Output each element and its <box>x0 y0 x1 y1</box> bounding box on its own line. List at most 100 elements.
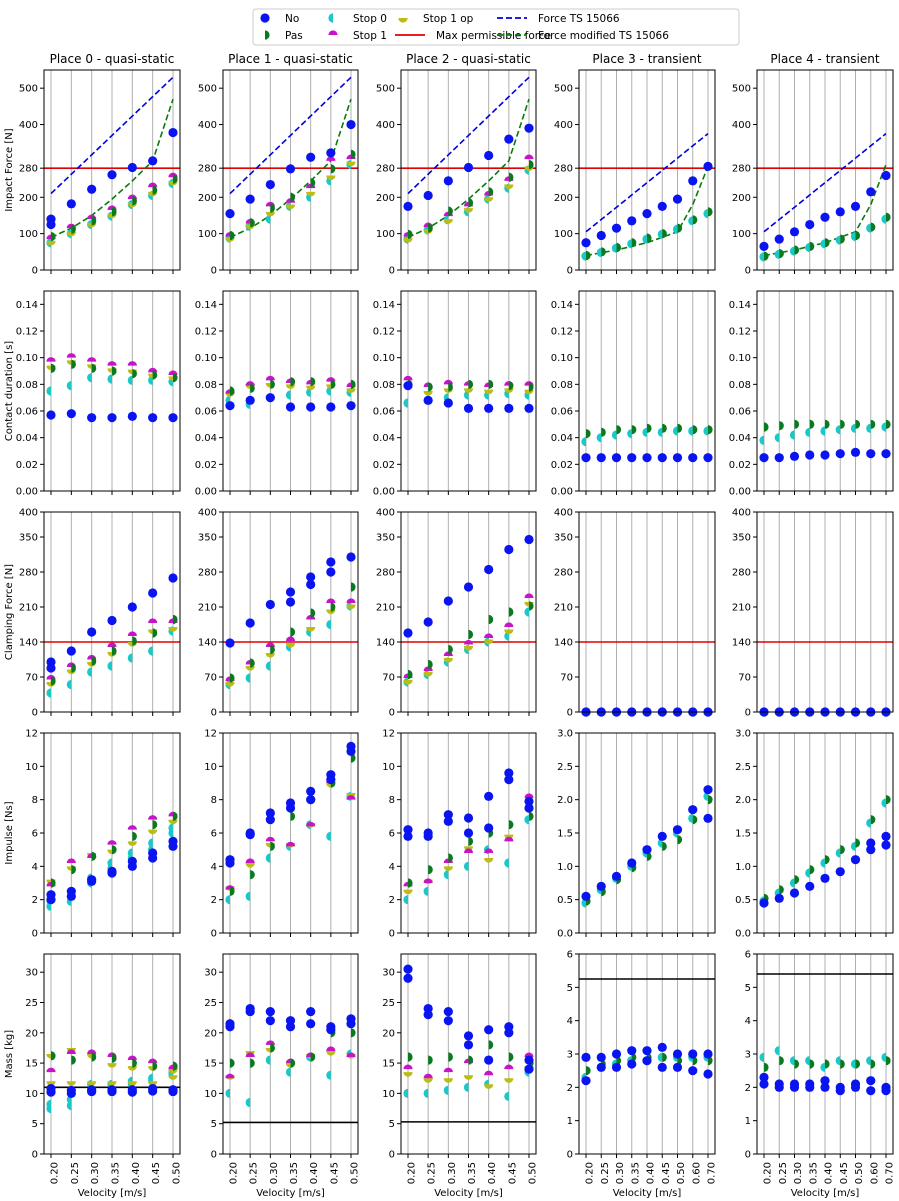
data-point <box>866 449 876 459</box>
data-point <box>881 422 886 432</box>
axes-frame <box>578 511 716 713</box>
y-tick-label: 12 <box>25 729 38 740</box>
data-point <box>611 871 622 881</box>
data-point <box>631 238 637 248</box>
y-tick-label: 0.12 <box>551 327 573 338</box>
data-point <box>66 646 76 656</box>
data-point <box>866 423 871 433</box>
data-point <box>789 451 800 461</box>
y-tick-label: 2.5 <box>735 762 751 773</box>
data-point <box>351 379 356 389</box>
data-point <box>611 243 617 253</box>
data-point <box>484 389 494 395</box>
data-point <box>820 1082 830 1092</box>
data-point <box>774 433 780 443</box>
y-tick-label: 0.02 <box>373 460 395 471</box>
impulse-place-1: 0 2 4 6 8 10 12 <box>204 729 359 940</box>
y-tick-label: 0 <box>389 266 395 277</box>
data-point <box>408 878 413 888</box>
data-point <box>346 1052 356 1058</box>
data-point <box>127 602 137 612</box>
data-point <box>586 250 591 261</box>
data-point <box>855 838 861 848</box>
data-point <box>586 429 591 439</box>
data-point <box>46 357 56 362</box>
data-point <box>627 429 632 439</box>
data-point <box>225 895 230 905</box>
x-tick-label: 0.40 <box>646 1162 657 1184</box>
data-point <box>112 1053 117 1063</box>
data-point <box>423 391 433 396</box>
y-tick-label: 280 <box>554 568 573 579</box>
data-point <box>87 667 92 677</box>
mass-place-1: 0 5 10 15 20 25 30 0.20 0.25 0.30 0.35 0.40 0.45 0.50 <box>204 953 361 1184</box>
data-point <box>820 426 825 436</box>
data-point <box>46 219 56 230</box>
contact-duration-place-2: 0.00 0.02 0.04 0.06 0.08 0.10 0.12 0.14 <box>373 290 537 498</box>
axes-frame <box>43 69 181 271</box>
y-tick-label: 8 <box>211 795 217 806</box>
x-tick-label: 0.40 <box>487 1162 498 1184</box>
data-point <box>855 1059 861 1069</box>
y-tick-label: 4 <box>745 1016 751 1027</box>
data-point <box>488 187 494 197</box>
data-point <box>285 164 296 174</box>
y-tick-label: 400 <box>19 508 38 519</box>
y-tick-label: 0.00 <box>16 487 38 498</box>
data-point <box>672 224 678 234</box>
axes-frame <box>222 953 359 1155</box>
data-point <box>443 398 453 408</box>
data-point <box>87 184 97 194</box>
data-point <box>265 653 275 658</box>
data-point <box>881 214 886 224</box>
axes-frame <box>222 69 359 271</box>
y-tick-label: 0 <box>32 1150 38 1161</box>
data-point <box>107 615 117 626</box>
data-point <box>463 162 474 173</box>
axes-frame <box>400 732 537 934</box>
data-point <box>657 201 667 211</box>
axes-frame <box>400 511 537 713</box>
axes-frame <box>43 732 181 934</box>
x-tick-label: 0.50 <box>350 1162 361 1184</box>
data-point <box>423 878 433 883</box>
x-tick-label: 0.20 <box>50 1162 61 1184</box>
y-tick-label: 8 <box>389 795 395 806</box>
data-point <box>351 582 356 592</box>
reference-curve <box>50 76 174 195</box>
data-point <box>346 604 356 610</box>
y-tick-label: 0.14 <box>373 300 395 311</box>
data-point <box>112 366 117 376</box>
data-point <box>148 413 158 423</box>
y-tick-label: 280 <box>19 568 38 579</box>
y-tick-label: 350 <box>19 533 38 544</box>
xlabel: Velocity [m/s] <box>256 1188 325 1199</box>
data-point <box>596 433 602 443</box>
data-point <box>443 1078 453 1083</box>
data-point <box>408 669 413 680</box>
y-tick-label: 100 <box>198 229 217 240</box>
legend-marker <box>265 30 270 40</box>
axes-frame <box>756 511 894 713</box>
row-ylabel: Impulse [Ns] <box>4 801 15 864</box>
data-point <box>866 1076 876 1086</box>
data-point <box>463 813 474 823</box>
data-point <box>881 831 891 841</box>
data-point <box>881 170 891 181</box>
y-tick-label: 100 <box>554 229 573 240</box>
data-point <box>835 867 845 877</box>
data-point <box>270 1043 275 1053</box>
data-point <box>290 1058 296 1068</box>
data-point <box>443 810 453 820</box>
mass-place-4: 0 1 2 3 4 5 6 0.20 0.25 0.30 0.35 0.40 0.45 0.50 0.60 0… <box>745 950 896 1185</box>
y-tick-label: 20 <box>204 1028 217 1039</box>
data-point <box>265 808 275 818</box>
data-point <box>112 845 117 855</box>
data-point <box>148 829 158 835</box>
data-point <box>326 148 336 158</box>
data-point <box>310 1052 316 1062</box>
data-point <box>448 1052 453 1062</box>
data-point <box>581 238 591 248</box>
data-point <box>71 663 76 673</box>
